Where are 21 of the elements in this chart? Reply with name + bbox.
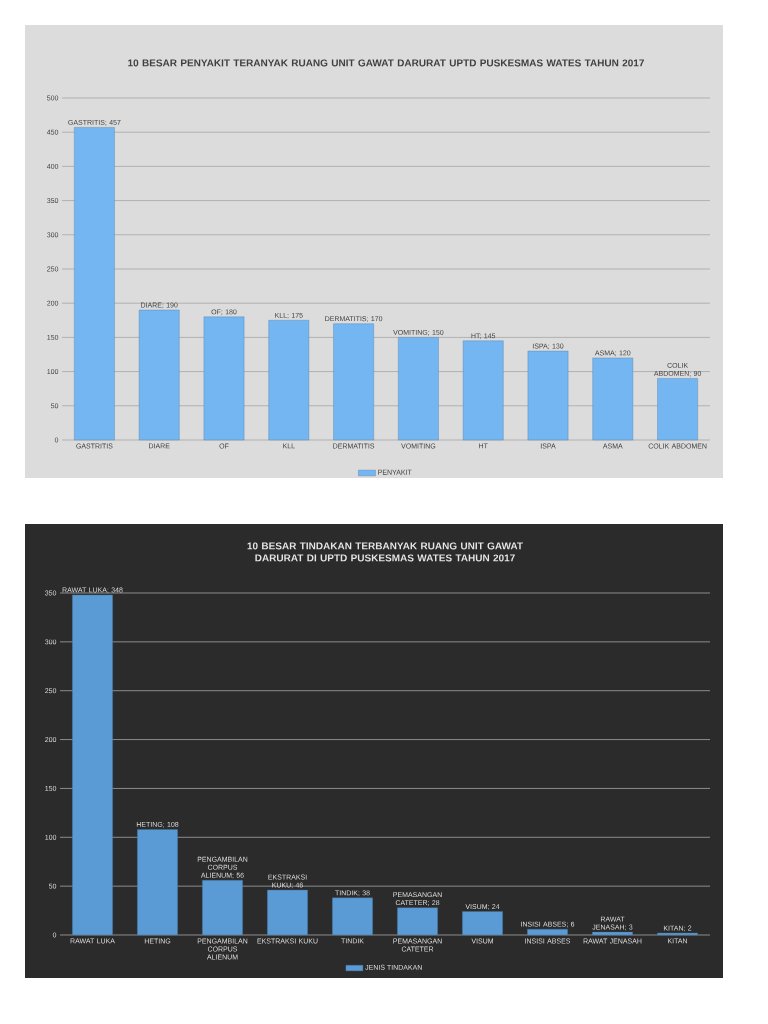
bar (333, 323, 374, 441)
bar (74, 127, 115, 441)
bar (462, 340, 504, 441)
bar (592, 357, 634, 441)
bar (138, 309, 180, 441)
bar (527, 350, 569, 441)
bar (267, 889, 308, 936)
bar (137, 829, 178, 936)
bar (398, 337, 439, 441)
bar (527, 928, 568, 936)
bar (657, 378, 698, 441)
bar (72, 594, 113, 936)
bar (332, 897, 373, 936)
bar (397, 907, 438, 936)
bar (203, 316, 245, 441)
bar (592, 931, 633, 936)
chart-title: 10 BESAR PENYAKIT TERANYAK RUANG UNIT GAWAT DARURAT UPTD PUSKESMAS WATES TAHUN 2017 (128, 59, 644, 67)
bar (268, 320, 310, 441)
chart-title: 10 BESAR TINDAKAN TERBANYAK RUANG UNIT GAWAT DARURAT DI UPTD PUSKESMAS WATES TAHUN 2017 (247, 542, 523, 562)
bar (202, 880, 243, 936)
bar (462, 911, 503, 936)
